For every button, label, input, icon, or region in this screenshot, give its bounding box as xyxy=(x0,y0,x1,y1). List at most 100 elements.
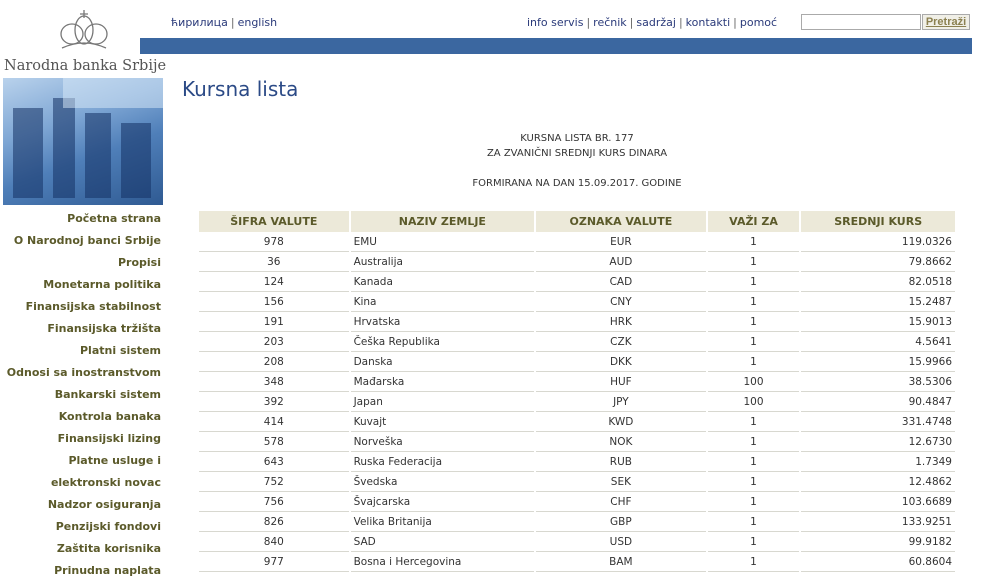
cell-vazi-za: 1 xyxy=(707,512,800,532)
table-row: 752 Švedska SEK 1 12.4862 xyxy=(199,472,955,492)
cell-naziv: SAD xyxy=(350,532,535,552)
lang-cyrillic-link[interactable]: ћирилица xyxy=(171,16,228,29)
cell-kurs: 82.0518 xyxy=(801,272,955,292)
menu-item-penzijski-fondovi[interactable]: Penzijski fondovi xyxy=(55,520,161,533)
cell-kurs: 15.9013 xyxy=(801,312,955,332)
sidebar-menu: Početna strana O Narodnoj banci Srbije P… xyxy=(0,208,161,582)
list-date: FORMIRANA NA DAN 15.09.2017. GODINE xyxy=(472,178,682,189)
cell-kurs: 1.7349 xyxy=(801,452,955,472)
cell-vazi-za: 1 xyxy=(707,312,800,332)
search-input[interactable] xyxy=(801,14,921,30)
menu-item-finansijska-trzista[interactable]: Finansijska tržišta xyxy=(47,322,161,335)
search-button[interactable]: Pretraži xyxy=(922,14,970,30)
list-subtitle: ZA ZVANIČNI SREDNJI KURS DINARA xyxy=(486,148,668,159)
cell-vazi-za: 100 xyxy=(707,372,800,392)
logo-text: Narodna banka Srbije xyxy=(4,58,167,74)
menu-item-o-narodnoj-banci[interactable]: O Narodnoj banci Srbije xyxy=(13,234,161,247)
topnav-pomoc[interactable]: pomoć xyxy=(739,16,778,29)
table-row: 756 Švajcarska CHF 1 103.6689 xyxy=(199,492,955,512)
table-row: 156 Kina CNY 1 15.2487 xyxy=(199,292,955,312)
cell-vazi-za: 1 xyxy=(707,472,800,492)
cell-oznaka: HRK xyxy=(536,312,706,332)
table-body: 978 EMU EUR 1 119.0326 36 Australija AUD 1 79.866… xyxy=(199,232,955,572)
cell-kurs: 15.2487 xyxy=(801,292,955,312)
cell-sifra: 392 xyxy=(199,392,349,412)
menu-item-zastita-korisnika[interactable]: Zaštita korisnika xyxy=(56,542,161,555)
cell-naziv: Australija xyxy=(350,252,535,272)
menu-item-nadzor-osiguranja[interactable]: Nadzor osiguranja xyxy=(47,498,161,511)
cell-oznaka: CZK xyxy=(536,332,706,352)
cell-naziv: Bosna i Hercegovina xyxy=(350,552,535,572)
cell-vazi-za: 1 xyxy=(707,272,800,292)
cell-kurs: 4.5641 xyxy=(801,332,955,352)
cell-kurs: 12.6730 xyxy=(801,432,955,452)
table-row: 578 Norveška NOK 1 12.6730 xyxy=(199,432,955,452)
cell-naziv: Kanada xyxy=(350,272,535,292)
cell-kurs: 15.9966 xyxy=(801,352,955,372)
menu-item-pocetna-strana[interactable]: Početna strana xyxy=(67,212,161,225)
cell-sifra: 208 xyxy=(199,352,349,372)
cell-oznaka: HUF xyxy=(536,372,706,392)
menu-item-odnosi-sa-inostranstvom[interactable]: Odnosi sa inostranstvom xyxy=(6,366,161,379)
cell-oznaka: CNY xyxy=(536,292,706,312)
cell-sifra: 978 xyxy=(199,232,349,252)
exchange-rate-table: ŠIFRA VALUTE NAZIV ZEMLJE OZNAKA VALUTE … xyxy=(197,211,957,572)
cell-vazi-za: 1 xyxy=(707,252,800,272)
cell-vazi-za: 100 xyxy=(707,392,800,412)
table-row: 348 Mađarska HUF 100 38.5306 xyxy=(199,372,955,392)
topnav-info-servis[interactable]: info servis xyxy=(527,16,584,29)
table-row: 978 EMU EUR 1 119.0326 xyxy=(199,232,955,252)
cell-oznaka: USD xyxy=(536,532,706,552)
cell-vazi-za: 1 xyxy=(707,332,800,352)
menu-item-finansijska-stabilnost[interactable]: Finansijska stabilnost xyxy=(25,300,161,313)
logo[interactable]: Narodna banka Srbije xyxy=(0,0,166,78)
cell-oznaka: GBP xyxy=(536,512,706,532)
cell-oznaka: RUB xyxy=(536,452,706,472)
menu-item-monetarna-politika[interactable]: Monetarna politika xyxy=(43,278,161,291)
cell-naziv: Mađarska xyxy=(350,372,535,392)
cell-naziv: EMU xyxy=(350,232,535,252)
menu-item-bankarski-sistem[interactable]: Bankarski sistem xyxy=(54,388,161,401)
cell-sifra: 191 xyxy=(199,312,349,332)
menu-item-prinudna-naplata[interactable]: Prinudna naplata xyxy=(54,564,161,577)
table-row: 643 Ruska Federacija RUB 1 1.7349 xyxy=(199,452,955,472)
table-row: 414 Kuvajt KWD 1 331.4748 xyxy=(199,412,955,432)
nbs-emblem-icon xyxy=(60,10,108,49)
cell-naziv: Češka Republika xyxy=(350,332,535,352)
list-number: KURSNA LISTA BR. 177 xyxy=(520,133,634,144)
cell-oznaka: JPY xyxy=(536,392,706,412)
cell-oznaka: AUD xyxy=(536,252,706,272)
building-photo xyxy=(3,78,163,205)
cell-vazi-za: 1 xyxy=(707,452,800,472)
menu-item-kontrola-banaka[interactable]: Kontrola banaka xyxy=(58,410,161,423)
topnav-sadrzaj[interactable]: sadržaj xyxy=(636,16,676,29)
lang-english-link[interactable]: english xyxy=(237,16,278,29)
cell-naziv: Velika Britanija xyxy=(350,512,535,532)
cell-kurs: 133.9251 xyxy=(801,512,955,532)
menu-item-platne-usluge[interactable]: Platne usluge i xyxy=(68,454,161,467)
col-header-vazi-za: VAŽI ZA xyxy=(707,211,800,232)
menu-item-propisi[interactable]: Propisi xyxy=(117,256,161,269)
cell-oznaka: BAM xyxy=(536,552,706,572)
menu-item-elektronski-novac[interactable]: elektronski novac xyxy=(50,476,161,489)
cell-naziv: Japan xyxy=(350,392,535,412)
header-blue-bar xyxy=(2,38,972,54)
cell-naziv: Kuvajt xyxy=(350,412,535,432)
table-row: 826 Velika Britanija GBP 1 133.9251 xyxy=(199,512,955,532)
cell-kurs: 38.5306 xyxy=(801,372,955,392)
cell-sifra: 826 xyxy=(199,512,349,532)
menu-item-finansijski-lizing[interactable]: Finansijski lizing xyxy=(57,432,161,445)
table-row: 36 Australija AUD 1 79.8662 xyxy=(199,252,955,272)
cell-kurs: 331.4748 xyxy=(801,412,955,432)
cell-kurs: 60.8604 xyxy=(801,552,955,572)
cell-vazi-za: 1 xyxy=(707,492,800,512)
topnav-recnik[interactable]: rečnik xyxy=(593,16,627,29)
table-row: 977 Bosna i Hercegovina BAM 1 60.8604 xyxy=(199,552,955,572)
cell-vazi-za: 1 xyxy=(707,432,800,452)
topnav-kontakti[interactable]: kontakti xyxy=(685,16,731,29)
cell-naziv: Danska xyxy=(350,352,535,372)
table-row: 191 Hrvatska HRK 1 15.9013 xyxy=(199,312,955,332)
menu-item-platni-sistem[interactable]: Platni sistem xyxy=(80,344,161,357)
cell-kurs: 90.4847 xyxy=(801,392,955,412)
cell-sifra: 756 xyxy=(199,492,349,512)
